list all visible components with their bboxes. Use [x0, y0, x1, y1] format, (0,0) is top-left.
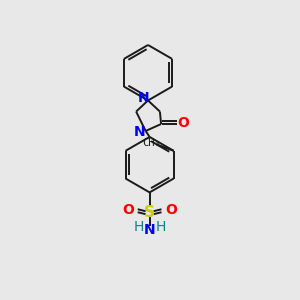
Text: S: S [144, 205, 155, 220]
Text: N: N [137, 92, 149, 106]
Text: O: O [177, 116, 189, 130]
Text: H: H [155, 220, 166, 234]
Text: H: H [134, 220, 144, 234]
Text: N: N [144, 223, 155, 237]
Text: CH₃: CH₃ [142, 138, 161, 148]
Text: N: N [134, 125, 146, 139]
Text: O: O [166, 203, 177, 217]
Text: O: O [122, 203, 134, 217]
